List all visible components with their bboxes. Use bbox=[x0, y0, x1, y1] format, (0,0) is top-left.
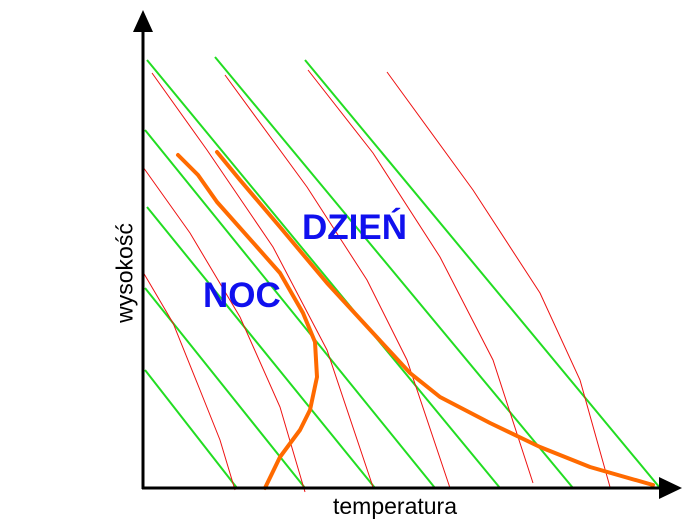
y-axis-label: wysokość bbox=[111, 223, 138, 323]
dry-adiabats bbox=[144, 56, 661, 489]
y-axis-arrow-icon bbox=[133, 10, 153, 32]
dry-adiabat bbox=[146, 206, 376, 489]
x-axis-label: temperatura bbox=[333, 493, 458, 519]
dry-adiabat bbox=[214, 56, 574, 489]
dry-adiabat bbox=[144, 129, 436, 489]
moist-adiabat bbox=[307, 69, 534, 484]
moist-adiabats bbox=[142, 69, 611, 493]
moist-adiabat bbox=[224, 74, 451, 489]
day-label: DZIEŃ bbox=[302, 208, 407, 247]
dry-adiabat bbox=[304, 59, 661, 489]
moist-adiabat bbox=[151, 72, 374, 488]
night-profile-curve bbox=[176, 153, 319, 490]
moist-adiabat bbox=[142, 271, 236, 491]
dry-adiabat bbox=[146, 59, 501, 489]
day-profile-curve bbox=[215, 150, 655, 487]
x-axis-arrow-icon bbox=[659, 477, 682, 499]
dry-adiabat bbox=[144, 369, 238, 489]
night-label: NOC bbox=[203, 276, 281, 315]
axes bbox=[141, 28, 665, 490]
moist-adiabat bbox=[386, 71, 611, 488]
moist-adiabat bbox=[142, 166, 306, 493]
